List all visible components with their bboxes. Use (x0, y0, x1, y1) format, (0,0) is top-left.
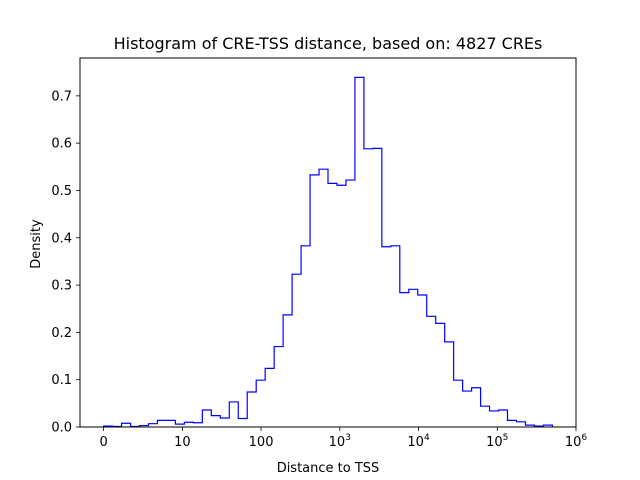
y-tick-label: 0.5 (51, 184, 72, 199)
x-tick-label: 0 (99, 435, 107, 450)
y-tick-label: 0.4 (51, 231, 72, 246)
axes-frame (79, 57, 577, 428)
histogram-step-line (103, 76, 553, 428)
y-axis-ticks: 0.0 0.1 0.2 0.3 0.4 0.5 0.6 0.7 (51, 89, 80, 436)
y-tick-label: 0.7 (51, 89, 72, 104)
y-tick-label: 0.2 (51, 326, 72, 341)
y-tick-label: 0.0 (51, 421, 72, 436)
y-tick-label: 0.1 (51, 373, 72, 388)
y-axis-label: Density (29, 219, 44, 269)
x-tick-label: 105 (486, 433, 508, 450)
x-tick-label: 103 (329, 433, 351, 450)
x-axis-label: Distance to TSS (277, 461, 380, 476)
x-tick-label: 10 (174, 435, 191, 450)
chart-title: Histogram of CRE-TSS distance, based on:… (114, 34, 543, 53)
y-tick-label: 0.6 (51, 137, 72, 152)
x-axis-ticks: 0 10 100 103 104 105 106 (99, 427, 587, 450)
y-tick-label: 0.3 (51, 279, 72, 294)
x-tick-label: 106 (565, 433, 588, 450)
x-tick-label: 100 (249, 435, 274, 450)
x-tick-label: 104 (407, 433, 430, 450)
